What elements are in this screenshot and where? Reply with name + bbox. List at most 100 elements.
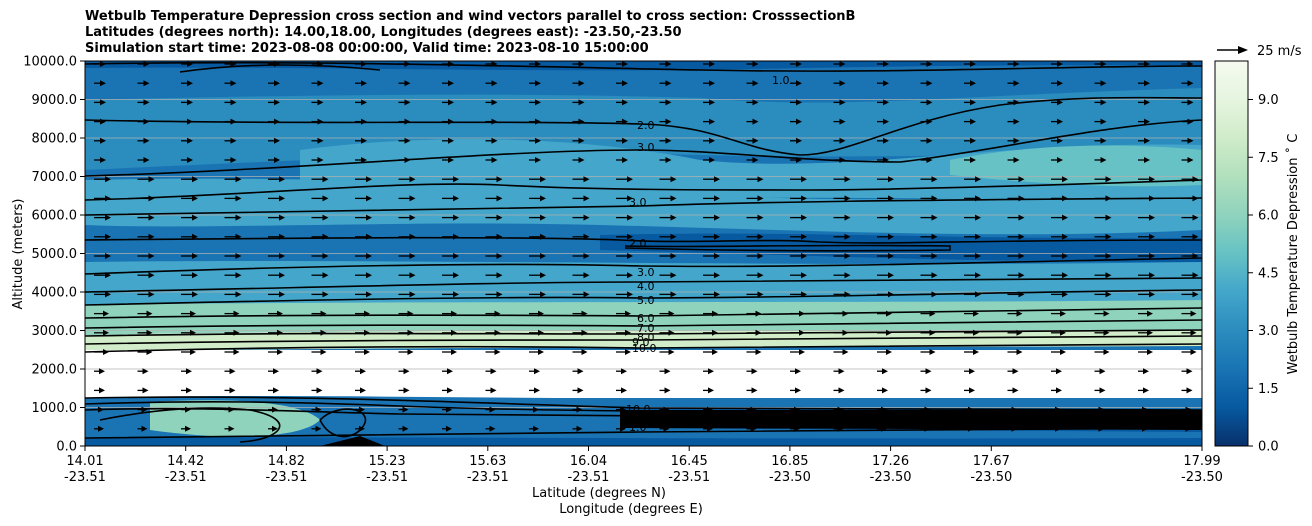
wind-vector-head (186, 387, 192, 394)
wind-vector-head (839, 157, 846, 163)
wind-vector-head (103, 329, 109, 336)
wind-vector-head (1185, 425, 1192, 432)
x-axis-label-lat: Latitude (degrees N) (532, 486, 666, 501)
wind-vector-head (924, 406, 931, 413)
wind-vector-head (320, 329, 327, 336)
wind-vector-head (1011, 425, 1018, 432)
wind-vector-head (235, 214, 242, 221)
wind-vector-head (931, 233, 938, 240)
y-tick-label: 1000.0 (32, 401, 78, 416)
colorbar-tick-label: 0.0 (1258, 440, 1279, 455)
wind-vector-head (1186, 387, 1193, 394)
wind-vector-head (888, 195, 894, 202)
x-tick-label-lat: 14.82 (268, 454, 305, 469)
wind-vector-head (576, 406, 583, 413)
wind-vector-head (359, 425, 365, 432)
wind-vector-head (317, 137, 324, 144)
wind-vector-head (100, 61, 106, 67)
wind-vector-head (535, 118, 541, 125)
wind-vector-head (757, 233, 764, 240)
wind-vector-head (709, 99, 715, 106)
wind-vector-head (665, 99, 672, 106)
wind-vector-head (752, 61, 759, 67)
wind-vector-head (538, 349, 544, 355)
wind-vector-head (494, 329, 501, 336)
wind-vector-head (451, 329, 457, 336)
wind-vector-head (622, 99, 628, 106)
wind-vector-head (187, 118, 193, 125)
wind-vector-head (627, 195, 633, 202)
wind-vector-head (453, 272, 459, 279)
wind-vector-head (230, 99, 237, 106)
contour-label-1: 1.0 (772, 74, 790, 87)
wind-vector-head (404, 80, 411, 87)
wind-vector-head (1103, 349, 1110, 355)
wind-vector-head (929, 349, 936, 355)
wind-vector-head (100, 99, 106, 106)
wind-vector-head (366, 176, 372, 183)
wind-vector-head (1147, 329, 1153, 336)
y-tick-label: 0.0 (56, 440, 77, 455)
wind-vector-head (844, 176, 851, 183)
wind-vector-head (228, 425, 235, 432)
wind-vector-head (361, 61, 367, 67)
wind-vector-head (1062, 195, 1068, 202)
wind-vector-head (1105, 195, 1112, 202)
band-lower-green (85, 300, 1202, 335)
wind-vector-head (838, 368, 845, 375)
wind-vector-head (103, 310, 109, 317)
wind-vector-head (1149, 214, 1155, 221)
wind-vector-head (1192, 176, 1199, 183)
wind-vector-head (187, 157, 193, 163)
wind-vector-head (583, 195, 590, 202)
wind-vector-head (1144, 99, 1150, 106)
wind-vector-head (187, 99, 193, 106)
wind-vector-head (273, 368, 279, 375)
wind-vector-head (141, 406, 148, 413)
wind-vector-head (279, 195, 285, 202)
wind-vector-head (801, 176, 807, 183)
contour-dense-band (620, 410, 1202, 430)
wind-vector-head (1018, 253, 1025, 259)
wind-vector-head (970, 80, 976, 87)
wind-vector-head (577, 368, 584, 375)
wind-vector-head (1056, 387, 1062, 394)
wind-vector-head (883, 157, 889, 163)
wind-vector-head (801, 214, 807, 221)
wind-vector-head (448, 61, 454, 67)
wind-vector-head (581, 329, 588, 336)
wind-vector-head (98, 406, 104, 413)
wind-vector-head (533, 425, 539, 432)
wind-vector-head (931, 176, 938, 183)
wind-vector-head (279, 291, 285, 298)
wind-vector-head (453, 291, 459, 298)
x-tick-label-lon: -23.51 (165, 470, 207, 485)
wind-vector-head (407, 329, 414, 336)
wind-vector-head (142, 368, 149, 375)
wind-vector-head (842, 310, 849, 317)
wind-vector-head (975, 272, 981, 279)
wind-vector-head (366, 233, 372, 240)
title-line-2: Latitudes (degrees north): 14.00,18.00, … (85, 25, 682, 40)
contour-label-2b: 2.0 (629, 237, 647, 250)
wind-vector-head (451, 349, 457, 355)
wind-vector-head (453, 233, 459, 240)
wind-vector-head (750, 406, 757, 413)
wind-vector-head (316, 368, 323, 375)
wind-vector-head (1056, 368, 1062, 375)
wind-vector-head (583, 214, 590, 221)
wind-vector-head (1144, 137, 1150, 144)
wind-vector-head (148, 291, 155, 298)
wind-vector-head (627, 214, 633, 221)
wind-vector-head (535, 61, 541, 67)
wind-vector-head (926, 99, 933, 106)
wind-vector-head (409, 253, 416, 259)
wind-vector-head (970, 137, 976, 144)
wind-vector-head (970, 61, 976, 67)
wind-vector-head (665, 157, 672, 163)
wind-vector-head (583, 176, 590, 183)
contour-label-5: 5.0 (637, 294, 655, 307)
wind-vector-head (881, 406, 887, 413)
wind-vector-head (801, 272, 807, 279)
